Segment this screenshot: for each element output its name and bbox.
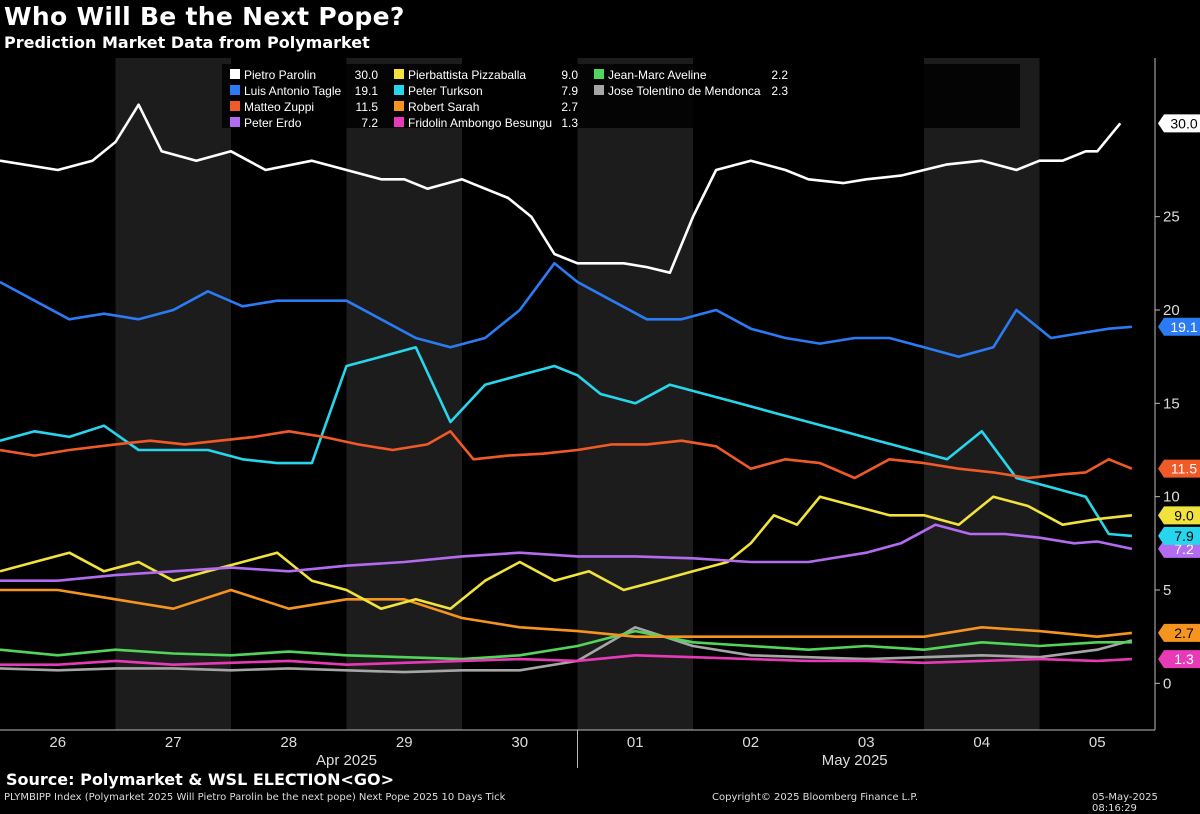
value-tag-label: 1.3	[1174, 651, 1194, 667]
legend-swatch	[394, 69, 404, 79]
legend-swatch	[230, 85, 240, 95]
legend-value: 19.1	[355, 84, 379, 98]
legend-value: 1.3	[561, 116, 578, 130]
copyright: Copyright© 2025 Bloomberg Finance L.P.	[712, 792, 919, 803]
legend-swatch	[594, 85, 604, 95]
shaded-day-band	[115, 58, 231, 730]
value-tag-bg	[1158, 623, 1200, 642]
legend-swatch	[394, 101, 404, 111]
legend-label: Jean-Marc Aveline	[608, 68, 707, 82]
value-tag: 1.3	[1158, 650, 1200, 669]
legend-box	[222, 64, 1020, 128]
legend-label: Robert Sarah	[408, 100, 479, 114]
ticker-line: PLYMBIPP Index (Polymarket 2025 Will Pie…	[4, 792, 506, 803]
legend-value: 7.9	[561, 84, 578, 98]
value-tag-label: 9.0	[1174, 507, 1194, 523]
x-tick-label: 02	[742, 734, 759, 751]
value-tag-bg	[1158, 114, 1200, 133]
value-tag: 11.5	[1158, 459, 1200, 478]
value-tag-bg	[1158, 506, 1200, 525]
legend-swatch	[230, 69, 240, 79]
value-tag-label: 19.1	[1170, 319, 1197, 335]
series-line-robert-sarah	[0, 588, 1133, 639]
shaded-day-band	[924, 58, 1040, 730]
x-tick-label: 05	[1089, 734, 1106, 751]
legend-value: 11.5	[356, 100, 379, 114]
value-tag-bg	[1158, 526, 1200, 545]
shaded-day-band	[577, 58, 693, 730]
value-tag-label: 30.0	[1170, 115, 1197, 131]
legend-swatch	[394, 85, 404, 95]
value-tag-label: 7.9	[1174, 528, 1194, 544]
source-note: Source: Polymarket & WSL ELECTION<GO>	[6, 770, 395, 789]
value-tag-bg	[1158, 317, 1200, 336]
x-tick-label: 30	[511, 734, 528, 751]
legend-swatch	[230, 101, 240, 111]
value-tag-label: 11.5	[1171, 461, 1197, 477]
legend-value: 7.2	[361, 116, 378, 130]
y-tick-label: 0	[1163, 675, 1171, 692]
chart-title: Who Will Be the Next Pope?	[4, 2, 405, 31]
value-tag: 2.7	[1158, 623, 1200, 642]
legend-label: Matteo Zuppi	[244, 100, 314, 114]
x-tick-label: 01	[627, 734, 644, 751]
legend-label: Pietro Parolin	[244, 68, 316, 82]
x-tick-label: 28	[280, 734, 297, 751]
month-label: May 2025	[822, 752, 888, 769]
legend-swatch	[594, 69, 604, 79]
legend-value: 2.7	[561, 100, 578, 114]
value-tag: 30.0	[1158, 114, 1200, 133]
value-tag-bg	[1158, 459, 1200, 478]
series-line-matteo-zuppi	[0, 429, 1133, 480]
value-tag-label: 2.7	[1174, 625, 1194, 641]
legend-swatch	[230, 117, 240, 127]
series-line-pietro-parolin	[0, 103, 1122, 275]
series-line-luis-antonio-tagle	[0, 261, 1133, 359]
legend-label: Peter Turkson	[408, 84, 483, 98]
value-tag: 7.9	[1158, 526, 1200, 545]
legend-value: 30.0	[355, 68, 379, 82]
y-tick-label: 25	[1163, 209, 1180, 226]
legend-label: Jose Tolentino de Mendonca	[608, 84, 761, 98]
x-tick-label: 27	[165, 734, 182, 751]
y-tick-label: 15	[1163, 395, 1180, 412]
x-tick-label: 29	[396, 734, 413, 751]
timestamp: 05-May-2025 08:16:29	[1092, 792, 1158, 814]
series-line-jean-marc-aveline	[0, 629, 1132, 661]
legend-swatch	[394, 117, 404, 127]
legend-label: Peter Erdo	[244, 116, 302, 130]
x-tick-label: 04	[973, 734, 990, 751]
legend-label: Luis Antonio Tagle	[244, 84, 342, 98]
legend-value: 9.0	[561, 68, 578, 82]
y-tick-label: 10	[1163, 489, 1180, 506]
value-tag: 19.1	[1158, 317, 1200, 336]
legend-label: Fridolin Ambongo Besungu	[408, 116, 552, 130]
legend-value: 2.3	[771, 84, 788, 98]
series-line-pierbattista-pizzaballa	[0, 495, 1133, 611]
series-line-fridolin-ambongo-besungu	[0, 653, 1132, 667]
y-tick-label: 5	[1163, 582, 1171, 599]
legend-label: Pierbattista Pizzaballa	[408, 68, 526, 82]
month-label: Apr 2025	[316, 752, 377, 769]
series-line-peter-erdo	[0, 523, 1133, 583]
series-line-peter-turkson	[0, 345, 1133, 538]
y-tick-label: 20	[1163, 302, 1180, 319]
legend-value: 2.2	[771, 68, 788, 82]
x-tick-label: 03	[858, 734, 875, 751]
value-tag-bg	[1158, 650, 1200, 669]
chart-subtitle: Prediction Market Data from Polymarket	[4, 33, 370, 52]
shaded-day-band	[346, 58, 462, 730]
value-tag: 9.0	[1158, 506, 1200, 525]
x-tick-label: 26	[49, 734, 66, 751]
value-tag-label: 7.2	[1174, 541, 1194, 557]
